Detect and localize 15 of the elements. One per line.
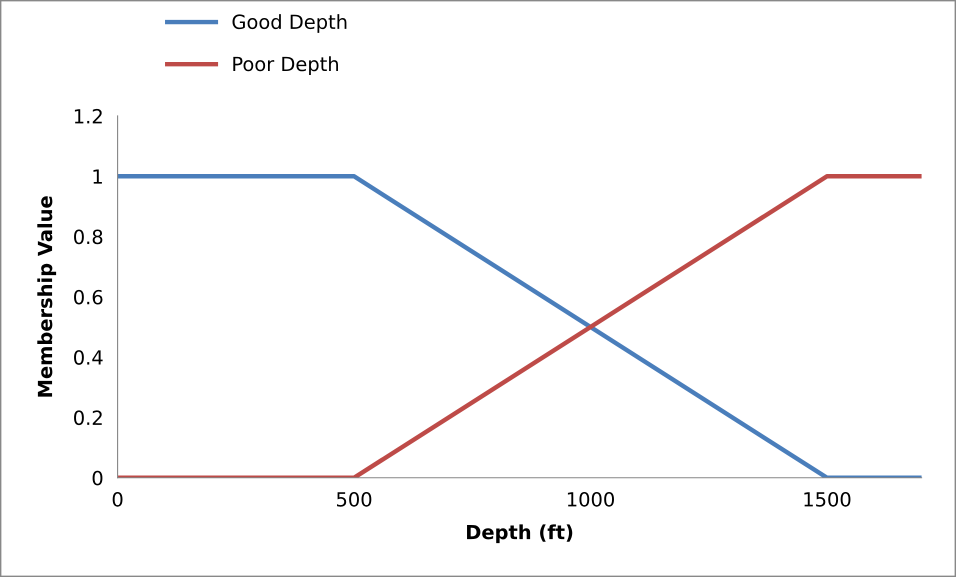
y-axis-title: Membership Value — [37, 196, 56, 397]
y-tick-label: 1 — [93, 169, 102, 184]
x-axis-title: Depth (ft) — [467, 524, 572, 544]
legend-label: Poor Depth — [233, 56, 338, 76]
y-tick-label: 0.8 — [74, 230, 102, 244]
y-tick-label: 0.2 — [74, 410, 102, 426]
y-tick-label: 1.2 — [74, 108, 102, 124]
legend-label: Good Depth — [232, 14, 346, 33]
y-tick-label: 0.4 — [74, 350, 103, 365]
x-tick-label: 500 — [337, 492, 372, 507]
x-tick-label: 0 — [112, 492, 122, 507]
y-tick-label: 0.6 — [74, 290, 102, 305]
x-tick-label: 1000 — [568, 492, 614, 507]
y-tick-label: 0 — [92, 470, 102, 486]
x-tick-label: 1500 — [804, 492, 850, 507]
